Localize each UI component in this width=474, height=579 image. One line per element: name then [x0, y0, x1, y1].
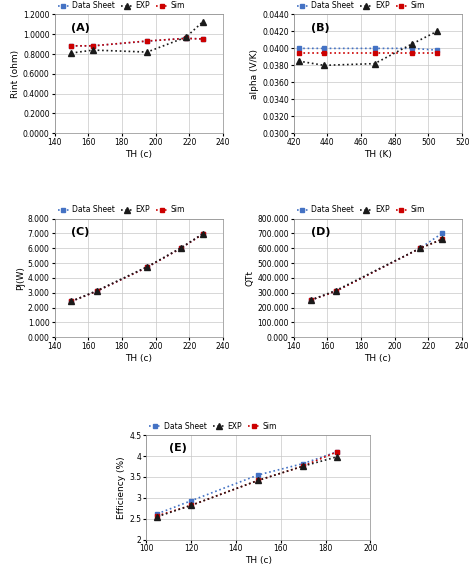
Legend: Data Sheet, EXP, Sim: Data Sheet, EXP, Sim [55, 0, 188, 13]
Y-axis label: Efficiency (%): Efficiency (%) [118, 456, 127, 519]
Y-axis label: PJ(W): PJ(W) [16, 266, 25, 290]
X-axis label: TH (K): TH (K) [364, 150, 392, 159]
Text: (A): (A) [72, 23, 90, 33]
Text: (E): (E) [169, 442, 187, 453]
Text: (C): (C) [72, 227, 90, 237]
Legend: Data Sheet, EXP, Sim: Data Sheet, EXP, Sim [146, 419, 280, 434]
X-axis label: TH (c): TH (c) [245, 556, 272, 565]
X-axis label: TH (c): TH (c) [365, 354, 392, 363]
Text: (B): (B) [310, 23, 329, 33]
Y-axis label: Rint (ohm): Rint (ohm) [11, 50, 20, 98]
Y-axis label: alpha (V/K): alpha (V/K) [250, 49, 259, 99]
Legend: Data Sheet, EXP, Sim: Data Sheet, EXP, Sim [294, 202, 428, 217]
Legend: Data Sheet, EXP, Sim: Data Sheet, EXP, Sim [55, 202, 188, 217]
X-axis label: TH (c): TH (c) [125, 354, 152, 363]
X-axis label: TH (c): TH (c) [125, 150, 152, 159]
Y-axis label: QTt: QTt [246, 270, 255, 286]
Legend: Data Sheet, EXP, Sim: Data Sheet, EXP, Sim [294, 0, 428, 13]
Text: (D): (D) [310, 227, 330, 237]
